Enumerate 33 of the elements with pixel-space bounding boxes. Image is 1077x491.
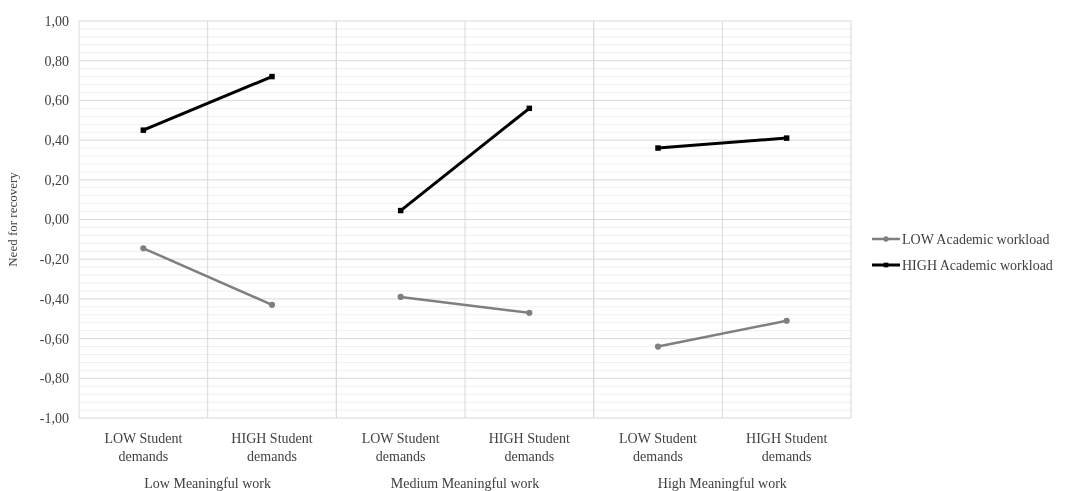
point	[397, 293, 404, 300]
point	[140, 127, 147, 133]
point	[526, 309, 533, 316]
y-tick-label: -0,20	[39, 252, 69, 268]
x-tick-label: LOW Student demands	[361, 431, 440, 464]
x-tick-label: LOW Student demands	[619, 431, 698, 464]
point	[140, 245, 147, 252]
point	[783, 317, 790, 324]
point	[268, 301, 276, 308]
y-tick-label: -0,60	[39, 331, 69, 347]
legend-label: LOW Academic workload	[902, 232, 1050, 247]
y-tick-label: 0,20	[44, 172, 69, 188]
y-tick-label: 0,00	[44, 212, 69, 228]
point	[655, 145, 661, 151]
x-tick-label: HIGH Student demands	[231, 431, 313, 464]
point	[783, 135, 790, 141]
x-tick-label: LOW Student demands	[104, 431, 183, 464]
y-tick-label: 0,40	[44, 133, 69, 149]
point	[654, 343, 662, 350]
y-tick-label: 0,60	[44, 93, 69, 109]
x-axis-title: Medium Meaningful work	[390, 476, 540, 491]
y-tick-label: 0,80	[44, 53, 69, 69]
y-tick-label: -0,40	[39, 291, 69, 307]
x-axis-title: Low Meaningful work	[144, 476, 272, 491]
point	[269, 73, 275, 80]
y-tick-label: -0,80	[39, 371, 69, 387]
y-tick-label: -1,00	[39, 410, 69, 426]
y-axis-title: Need for recovery	[5, 171, 20, 267]
legend-label: HIGH Academic workload	[902, 258, 1053, 273]
y-tick-label: 1,00	[44, 13, 69, 29]
x-axis-title: High Meaningful work	[657, 476, 787, 491]
x-tick-label: HIGH Student demands	[488, 431, 571, 464]
x-tick-label: HIGH Student demands	[746, 431, 828, 464]
